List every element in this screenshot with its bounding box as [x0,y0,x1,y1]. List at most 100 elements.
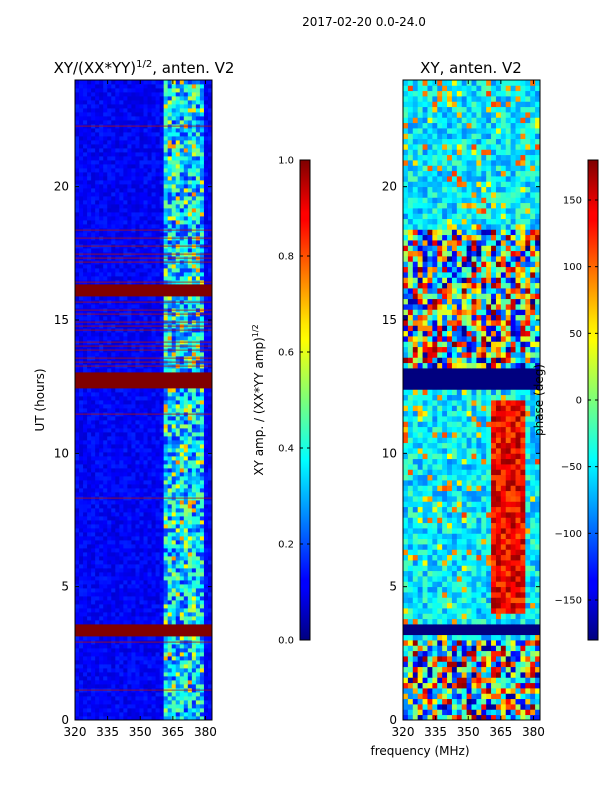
left-heat-cell [151,140,156,145]
left-heat-cell [183,464,189,469]
left-heat-cell [127,692,132,697]
left-heat-cell [191,464,197,469]
left-heat-cell [207,588,213,593]
left-heat-cell [163,664,169,669]
left-title-sup: 1/2 [136,59,152,70]
left-heat-cell [107,456,112,461]
left-heat-cell [203,480,209,485]
left-heat-cell [203,152,209,157]
left-heat-cell [199,660,205,665]
left-heat-cell [79,460,84,465]
left-heat-cell [155,636,161,641]
left-heat-cell [75,700,80,705]
left-heat-cell [195,128,201,133]
left-heat-cell [115,468,120,473]
left-heat-cell [107,196,112,201]
left-heat-cell [207,520,213,525]
left-heat-cell [115,512,120,517]
left-heat-cell [95,436,100,441]
left-heat-cell [143,672,148,677]
left-heat-cell [87,272,92,277]
left-heat-cell [103,108,108,113]
left-heat-cell [191,468,197,473]
left-heat-cell [199,388,205,393]
left-heat-cell [179,148,185,153]
left-heat-cell [119,572,124,577]
left-heat-cell [183,484,189,489]
left-heat-cell [131,668,136,673]
left-heat-cell [111,492,116,497]
left-heat-cell [91,140,96,145]
left-heat-cell [75,232,80,237]
left-heat-cell [171,708,177,713]
left-heat-cell [103,188,108,193]
left-heat-cell [159,504,165,509]
left-heat-cell [187,248,193,253]
left-heat-cell [111,132,116,137]
left-heat-cell [143,680,148,685]
left-heat-cell [107,368,112,373]
left-heat-cell [87,440,92,445]
left-heat-cell [107,480,112,485]
left-heat-cell [191,268,197,273]
left-heat-cell [75,272,80,277]
left-heat-cell [179,652,185,657]
left-heat-cell [131,420,136,425]
left-heat-cell [107,500,112,505]
left-heat-cell [79,484,84,489]
left-heat-cell [199,216,205,221]
left-heat-cell [191,532,197,537]
left-heat-cell [163,600,169,605]
left-heat-cell [111,160,116,165]
left-heat-cell [143,112,148,117]
left-heat-cell [199,404,205,409]
left-heat-cell [199,524,205,529]
left-heat-cell [119,188,124,193]
left-heat-cell [79,592,84,597]
left-heat-cell [207,568,213,573]
left-heat-cell [167,400,173,405]
left-heat-cell [131,580,136,585]
left-heat-cell [87,428,92,433]
left-heat-cell [115,416,120,421]
left-heat-cell [183,568,189,573]
left-heat-cell [143,240,148,245]
left-heat-cell [99,424,104,429]
left-heat-cell [115,100,120,105]
left-heat-cell [171,552,177,557]
left-heat-cell [75,508,80,513]
left-heat-cell [179,472,185,477]
left-heat-cell [123,528,128,533]
left-heat-cell [139,96,144,101]
left-heat-cell [183,544,189,549]
left-heat-cell [123,700,128,705]
left-heat-cell [99,352,104,357]
left-heat-cell [91,144,96,149]
left-heat-cell [155,464,161,469]
left-heat-cell [111,608,116,613]
left-heat-cell [151,488,156,493]
left-heat-cell [119,316,124,321]
left-heat-cell [175,232,181,237]
left-heat-cell [75,112,80,117]
left-heat-cell [143,704,148,709]
left-heat-cell [111,144,116,149]
left-heat-cell [87,396,92,401]
left-heat-cell [135,180,140,185]
left-heat-cell [199,112,205,117]
left-heat-cell [139,516,144,521]
left-heat-cell [155,224,161,229]
left-heat-cell [119,152,124,157]
left-heat-cell [151,612,156,617]
left-heat-cell [147,520,152,525]
left-heat-cell [179,668,185,673]
left-heat-cell [199,148,205,153]
left-heat-cell [83,200,88,205]
left-heat-cell [155,436,161,441]
left-heat-cell [199,428,205,433]
left-heat-cell [75,104,80,109]
left-heat-cell [167,512,173,517]
left-flag-line [75,341,212,343]
left-heat-cell [207,680,213,685]
left-heat-cell [135,536,140,541]
